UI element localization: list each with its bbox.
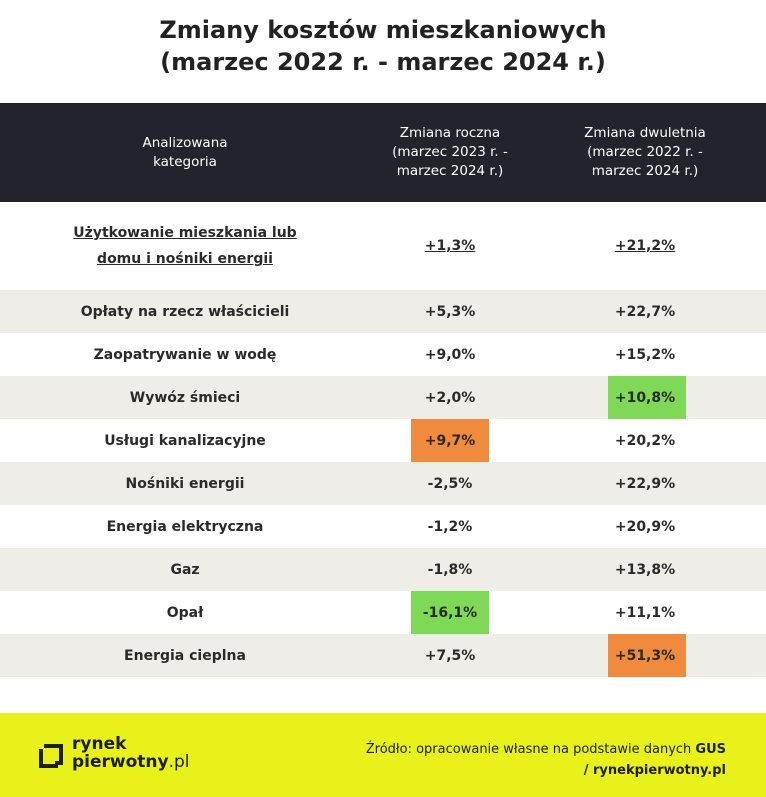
title-line-2: (marzec 2022 r. - marzec 2024 r.) [160,48,606,76]
category-cell: Usługi kanalizacyjne [40,419,330,462]
table-row: Energia cieplna +7,5% +51,3% [0,634,766,677]
table-row: Użytkowanie mieszkania lub domu i nośnik… [0,202,766,290]
biennial-change-value: +22,9% [614,475,676,492]
biennial-change-cell: +21,2% [555,202,735,290]
category-label: Gaz [170,561,200,578]
footer-bar: rynek pierwotny.pl Źródło: opracowanie w… [0,713,766,797]
biennial-change-value: +20,2% [614,432,676,449]
annual-change-cell: -16,1% [360,591,540,634]
highlight-green [411,591,489,634]
column-header-category: Analizowana kategoria [142,134,228,170]
annual-change-cell: +2,0% [360,376,540,419]
annual-change-cell: +9,7% [360,419,540,462]
biennial-change-cell: +20,9% [555,505,735,548]
category-cell: Opał [40,591,330,634]
brand-logo-text: rynek pierwotny.pl [72,735,190,771]
annual-change-value: +1,3% [424,238,476,254]
biennial-change-value: +21,2% [614,238,676,254]
annual-change-value: +5,3% [424,303,476,320]
annual-change-cell: +5,3% [360,290,540,333]
category-label: Nośniki energii [125,475,245,492]
biennial-change-value: +13,8% [614,561,676,578]
biennial-change-value: +51,3% [614,647,676,664]
logo-line-2-bold: pierwotny [72,752,169,772]
table-row: Usługi kanalizacyjne +9,7% +20,2% [0,419,766,462]
table-row: Gaz -1,8% +13,8% [0,548,766,591]
annual-change-value: +7,5% [424,647,476,664]
annual-change-value: -1,8% [427,561,473,578]
biennial-change-cell: +13,8% [555,548,735,591]
annual-change-value: +9,0% [424,346,476,363]
annual-change-value: +9,7% [424,432,476,449]
category-cell: Wywóz śmieci [40,376,330,419]
biennial-change-cell: +10,8% [555,376,735,419]
category-cell: Nośniki energii [40,462,330,505]
annual-change-cell: -2,5% [360,462,540,505]
highlight-green [608,376,686,419]
category-label: Użytkowanie mieszkania lub domu i nośnik… [73,225,297,267]
source-line-2: / rynekpierwotny.pl [583,763,726,778]
category-cell: Użytkowanie mieszkania lub domu i nośnik… [40,202,330,290]
category-label: Energia cieplna [124,647,246,664]
biennial-change-value: +20,9% [614,518,676,535]
biennial-change-cell: +20,2% [555,419,735,462]
category-cell: Gaz [40,548,330,591]
page-title: Zmiany kosztów mieszkaniowych (marzec 20… [0,14,766,78]
category-label: Zaopatrywanie w wodę [93,346,277,363]
annual-change-value: -1,2% [427,518,473,535]
logo-icon [39,744,63,768]
column-header-annual: Zmiana roczna (marzec 2023 r. - marzec 2… [392,125,508,179]
annual-change-cell: +7,5% [360,634,540,677]
logo-line-2-tail: .pl [168,752,190,772]
category-label: Opał [166,604,204,621]
annual-change-cell: +1,3% [360,202,540,290]
biennial-change-cell: +11,1% [555,591,735,634]
table-row: Energia elektryczna -1,2% +20,9% [0,505,766,548]
category-cell: Energia cieplna [40,634,330,677]
annual-change-value: -2,5% [427,475,473,492]
biennial-change-cell: +15,2% [555,333,735,376]
category-cell: Opłaty na rzecz właścicieli [40,290,330,333]
category-cell: Energia elektryczna [40,505,330,548]
logo-line-2: pierwotny.pl [72,753,190,771]
category-cell: Zaopatrywanie w wodę [40,333,330,376]
annual-change-cell: -1,2% [360,505,540,548]
category-label: Opłaty na rzecz właścicieli [80,303,290,320]
annual-change-cell: -1,8% [360,548,540,591]
category-label: Energia elektryczna [106,518,264,535]
biennial-change-cell: +51,3% [555,634,735,677]
biennial-change-value: +15,2% [614,346,676,363]
table-header: Analizowana kategoria Zmiana roczna (mar… [0,103,766,202]
annual-change-value: +2,0% [424,389,476,406]
column-header-biennial: Zmiana dwuletnia (marzec 2022 r. - marze… [584,125,706,179]
source-prefix: Źródło: opracowanie własne na podstawie … [365,742,696,757]
table-row: Nośniki energii -2,5% +22,9% [0,462,766,505]
highlight-orange [411,419,489,462]
biennial-change-value: +22,7% [614,303,676,320]
biennial-change-cell: +22,9% [555,462,735,505]
source-bold: GUS [695,742,726,757]
biennial-change-value: +11,1% [614,604,676,621]
table-row: Opłaty na rzecz właścicieli +5,3% +22,7% [0,290,766,333]
table-row: Opał -16,1% +11,1% [0,591,766,634]
table-row: Zaopatrywanie w wodę +9,0% +15,2% [0,333,766,376]
title-line-1: Zmiany kosztów mieszkaniowych [159,16,607,44]
category-label: Wywóz śmieci [129,389,241,406]
highlight-orange [608,634,686,677]
logo-line-1: rynek [72,734,127,754]
biennial-change-value: +10,8% [614,389,676,406]
biennial-change-cell: +22,7% [555,290,735,333]
category-label: Usługi kanalizacyjne [104,432,266,449]
table-row: Wywóz śmieci +2,0% +10,8% [0,376,766,419]
source-line-1: Źródło: opracowanie własne na podstawie … [366,739,726,760]
annual-change-cell: +9,0% [360,333,540,376]
annual-change-value: -16,1% [422,604,478,621]
source-note: Źródło: opracowanie własne na podstawie … [366,739,726,781]
